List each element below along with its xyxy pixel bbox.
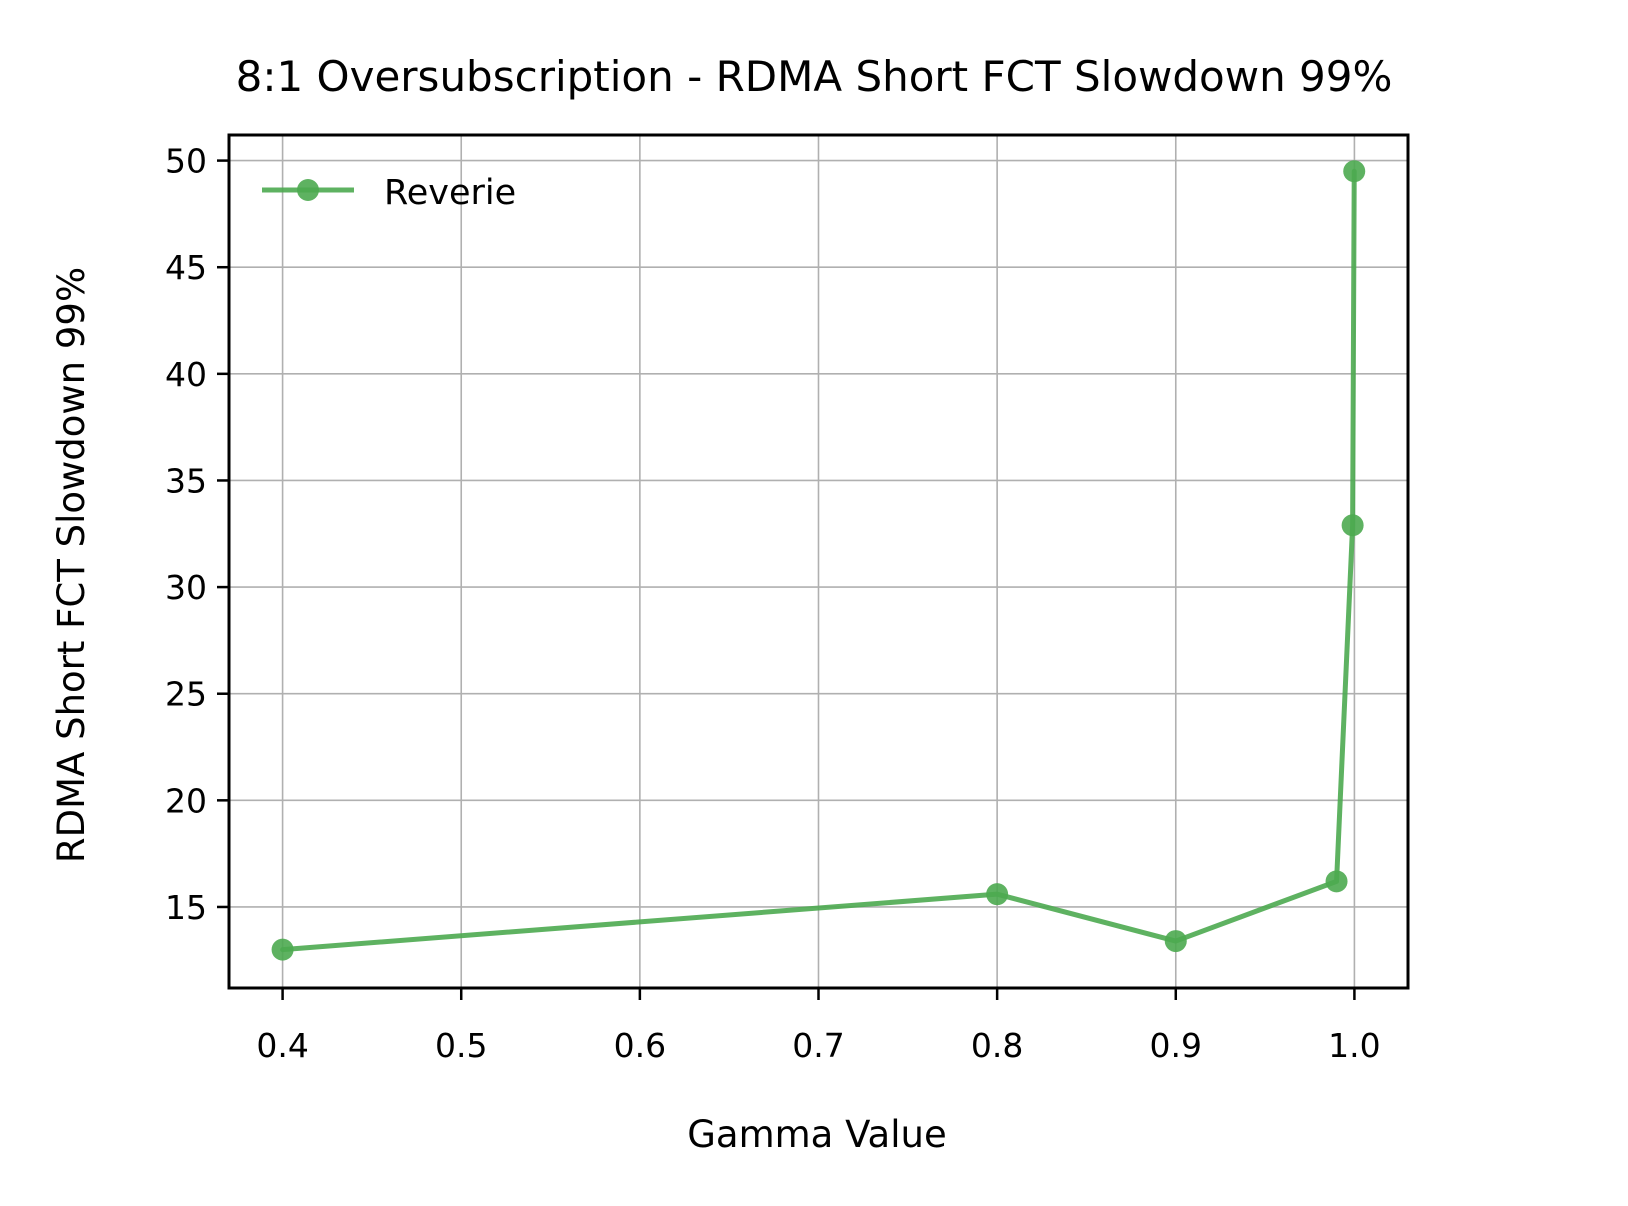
data-point (1343, 160, 1366, 183)
data-point (986, 883, 1009, 906)
x-tick-label: 0.4 (256, 1026, 308, 1065)
data-point (1341, 514, 1364, 537)
series-line-reverie (280, 168, 1357, 953)
legend-marker-reverie (297, 179, 319, 201)
series-layer (271, 160, 1366, 961)
grid (229, 135, 1408, 988)
x-tick-label: 0.6 (614, 1026, 666, 1065)
legend: Reverie (262, 173, 516, 213)
y-axis-label: RDMA Short FCT Slowdown 99% (50, 267, 93, 863)
x-tick-label: 0.8 (971, 1026, 1023, 1065)
y-tick-label: 25 (165, 675, 207, 714)
x-tick-label: 0.9 (1150, 1026, 1202, 1065)
y-tick-label: 50 (165, 142, 207, 181)
x-tick-label: 0.7 (792, 1026, 844, 1065)
data-point (1164, 930, 1187, 953)
y-tick-label: 40 (165, 355, 207, 394)
y-tick-label: 15 (165, 888, 207, 927)
x-tick-label: 0.5 (435, 1026, 487, 1065)
x-axis-ticks: 0.4 0.5 0.6 0.7 0.8 0.9 1.0 (256, 988, 1381, 1065)
x-tick-label: 1.0 (1328, 1026, 1380, 1065)
y-tick-label: 45 (165, 248, 207, 287)
data-point (271, 938, 294, 961)
y-tick-label: 35 (165, 461, 207, 500)
data-point (1325, 870, 1348, 893)
chart-title: 8:1 Oversubscription - RDMA Short FCT Sl… (236, 52, 1393, 101)
y-tick-label: 30 (165, 568, 207, 607)
y-tick-label: 20 (165, 781, 207, 820)
legend-label-reverie: Reverie (384, 173, 516, 213)
y-axis-ticks: 15 20 25 30 35 40 45 50 (165, 142, 229, 927)
x-axis-label: Gamma Value (687, 1113, 946, 1156)
